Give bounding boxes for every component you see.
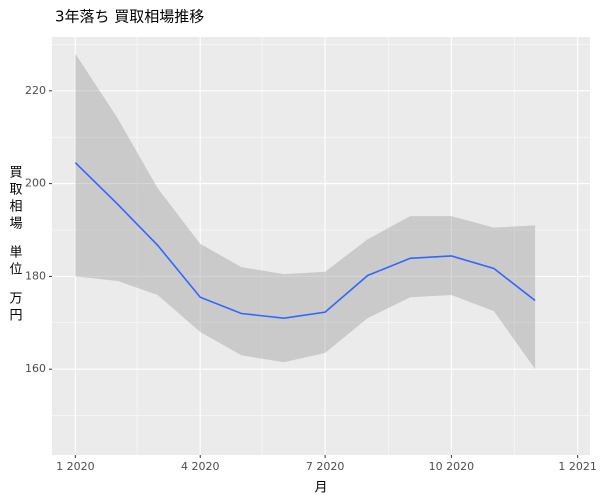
y-axis-label: 万円 [7,291,23,325]
y-tick-label: 220 [25,84,46,97]
x-tick-label: 10 2020 [429,460,475,473]
confidence-band [75,53,536,370]
y-axis-label: 買取相場 [7,165,23,233]
x-tick-label: 1 2020 [56,460,95,473]
chart-title: 3年落ち 買取相場推移 [55,8,204,26]
x-tick-label: 7 2020 [306,460,345,473]
y-tick-label: 180 [25,269,46,282]
panel [52,37,590,455]
x-tick-label: 1 2021 [558,460,597,473]
x-tick-label: 4 2020 [181,460,220,473]
y-axis-label: 単位 [7,244,23,279]
y-tick-label: 160 [25,362,46,375]
y-tick-label: 200 [25,177,46,190]
smooth-line [74,162,536,319]
x-axis-label: 月 [314,481,327,496]
